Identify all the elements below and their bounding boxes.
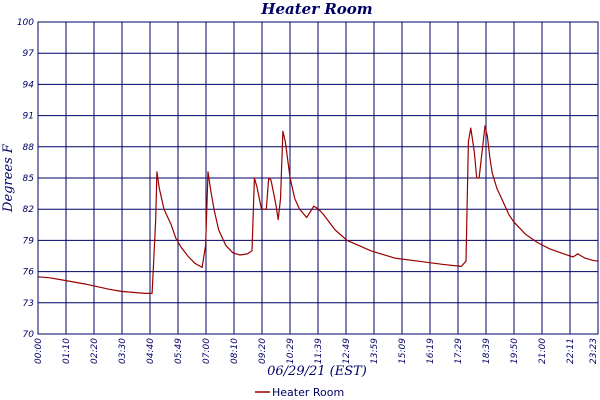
y-tick-label: 82 [23, 205, 35, 215]
x-tick-label: 21:00 [538, 338, 548, 364]
x-axis-title: 06/29/21 (EST) [267, 364, 367, 379]
y-tick-label: 79 [23, 236, 35, 246]
y-tick-label: 85 [23, 174, 35, 184]
x-tick-label: 08:10 [230, 338, 240, 364]
x-tick-label: 01:10 [62, 338, 72, 364]
chart-title: Heater Room [260, 0, 372, 18]
y-tick-label: 100 [17, 18, 34, 28]
x-tick-label: 22:11 [566, 338, 576, 364]
x-tick-label: 18:39 [482, 338, 492, 364]
y-tick-label: 94 [23, 80, 35, 90]
legend: Heater Room [255, 386, 344, 399]
x-tick-label: 17:29 [454, 338, 464, 364]
y-tick-label: 73 [23, 299, 35, 309]
y-axis-ticks: 70 73 76 79 82 85 88 91 94 97 100 [17, 18, 34, 340]
x-tick-label: 10:29 [286, 338, 296, 364]
x-tick-label: 12:49 [342, 338, 352, 364]
x-tick-label: 23:23 [589, 338, 599, 364]
y-tick-label: 88 [23, 143, 35, 153]
x-axis-ticks: 00:00 01:10 02:20 03:30 04:40 05:49 07:00 08:10… [34, 338, 599, 364]
x-tick-label: 07:00 [202, 338, 212, 364]
x-tick-label: 11:39 [314, 338, 324, 364]
series-line-heater-room [37, 125, 599, 294]
y-axis-title: Degrees F [1, 143, 16, 213]
x-tick-label: 04:40 [146, 338, 156, 364]
x-tick-label: 03:30 [118, 338, 128, 364]
x-tick-label: 19:50 [510, 338, 520, 364]
x-tick-label: 13:59 [370, 338, 380, 364]
y-tick-label: 91 [23, 112, 34, 122]
y-tick-label: 97 [23, 49, 35, 59]
x-tick-label: 16:19 [426, 338, 436, 364]
y-tick-label: 70 [23, 330, 35, 340]
x-tick-label: 02:20 [90, 338, 100, 364]
plot-frame [37, 21, 599, 335]
x-tick-label: 09:20 [258, 338, 268, 364]
legend-label: Heater Room [272, 386, 344, 399]
grid [37, 21, 599, 335]
y-tick-label: 76 [23, 268, 35, 278]
x-tick-label: 05:49 [174, 338, 184, 364]
x-tick-label: 00:00 [34, 338, 44, 364]
x-tick-label: 15:09 [398, 338, 408, 364]
